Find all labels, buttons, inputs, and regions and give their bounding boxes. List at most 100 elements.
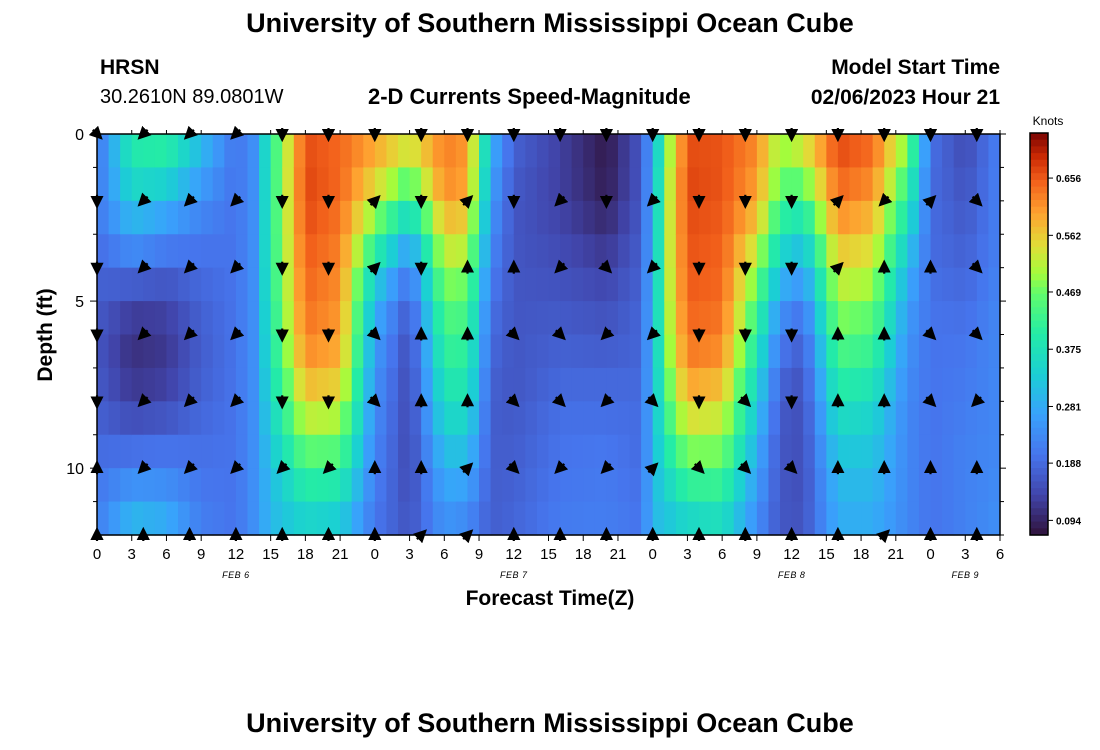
heatmap-cell [363, 167, 376, 202]
x-tick-label: 21 [887, 546, 904, 563]
heatmap-cell [108, 301, 121, 336]
heatmap-cell [687, 267, 700, 302]
heatmap-cell [780, 501, 793, 536]
heatmap-cell [490, 234, 503, 269]
heatmap-cell [235, 200, 249, 235]
heatmap-cell [108, 334, 121, 369]
colorbar-segment [1030, 233, 1048, 241]
heatmap-cell [444, 234, 457, 269]
top-title: University of Southern Mississippi Ocean… [246, 8, 854, 38]
heatmap-cell [212, 501, 225, 536]
heatmap-cell [768, 334, 781, 369]
colorbar-segment [1030, 521, 1048, 529]
heatmap-cell [583, 200, 596, 235]
station-id: HRSN [100, 56, 160, 79]
heatmap-cell [363, 267, 376, 302]
heatmap-cell [513, 167, 526, 202]
heatmap-cell [247, 301, 260, 336]
heatmap-cell [189, 367, 202, 402]
heatmap-cell [699, 434, 712, 469]
heatmap-cell [560, 200, 573, 235]
colorbar-segment [1030, 447, 1048, 456]
heatmap-cell [502, 334, 515, 369]
heatmap-cell [178, 200, 191, 235]
heatmap-cell [502, 301, 515, 336]
heatmap-cell [895, 301, 908, 336]
heatmap-cell [918, 267, 932, 302]
heatmap-cell [710, 134, 723, 169]
colorbar-segment [1030, 200, 1048, 208]
heatmap-cell [895, 267, 908, 302]
heatmap-cell [641, 367, 654, 402]
colorbar-segment [1030, 206, 1048, 214]
heatmap-cell [629, 367, 642, 402]
heatmap-cell [293, 234, 306, 269]
heatmap-cell [212, 301, 225, 336]
heatmap-cell [282, 200, 295, 235]
heatmap-cell [97, 134, 110, 169]
heatmap-cell [189, 434, 202, 469]
heatmap-cell [907, 367, 920, 402]
heatmap-cell [316, 234, 330, 269]
colorbar-segment [1030, 240, 1048, 248]
heatmap-cell [398, 234, 411, 269]
heatmap-cell [455, 501, 469, 536]
heatmap-cell [351, 267, 364, 302]
heatmap-cell [455, 167, 469, 202]
heatmap-cell [560, 468, 573, 503]
heatmap-cell [641, 234, 654, 269]
heatmap-cell [409, 267, 422, 302]
heatmap-cell [664, 167, 677, 202]
current-vector-arrow [646, 192, 661, 207]
heatmap-cell [398, 200, 411, 235]
heatmap-cell [178, 267, 191, 302]
x-tick-label: 15 [262, 546, 279, 563]
heatmap-cell [953, 334, 966, 369]
heatmap-cell [780, 468, 793, 503]
heatmap-cell [166, 367, 179, 402]
heatmap-cell [224, 501, 237, 536]
heatmap-cell [976, 267, 990, 302]
heatmap-cell [872, 501, 885, 536]
heatmap-cell [664, 501, 677, 536]
heatmap-cell [224, 200, 237, 235]
heatmap-cell [201, 134, 214, 169]
x-tick-label: 3 [128, 546, 136, 563]
heatmap-cell [884, 134, 897, 169]
x-tick-label: 15 [540, 546, 557, 563]
heatmap-cell [884, 501, 897, 536]
heatmap-cell [664, 301, 677, 336]
heatmap-cell [108, 167, 121, 202]
current-vector-arrow [137, 459, 152, 474]
heatmap-cell [756, 401, 770, 436]
heatmap-cell [745, 200, 758, 235]
heatmap-cell [953, 267, 966, 302]
heatmap-cell [965, 234, 978, 269]
heatmap-cell [617, 367, 631, 402]
heatmap-cell [872, 234, 885, 269]
heatmap-cell [143, 301, 156, 336]
x-tick-label: 0 [926, 546, 934, 563]
heatmap-cell [270, 301, 283, 336]
heatmap-cell [398, 301, 411, 336]
heatmap-cell [687, 367, 700, 402]
heatmap-cell [305, 167, 318, 202]
current-vector-arrow [137, 192, 152, 207]
heatmap-cell [594, 234, 607, 269]
heatmap-cell [594, 501, 607, 536]
heatmap-cell [224, 401, 237, 436]
heatmap-cell [988, 234, 1001, 269]
heatmap-cell [386, 234, 399, 269]
heatmap-cell [826, 167, 839, 202]
heatmap-cell [930, 167, 943, 202]
heatmap-cell [178, 468, 191, 503]
heatmap-cell [930, 234, 943, 269]
heatmap-cell [930, 501, 943, 536]
heatmap-cell [548, 234, 561, 269]
heatmap-cell [316, 367, 330, 402]
heatmap-cell [872, 367, 885, 402]
heatmap-cell [97, 434, 110, 469]
heatmap-cell [97, 401, 110, 436]
heatmap-cell [351, 301, 364, 336]
current-vector-arrow [183, 326, 198, 341]
